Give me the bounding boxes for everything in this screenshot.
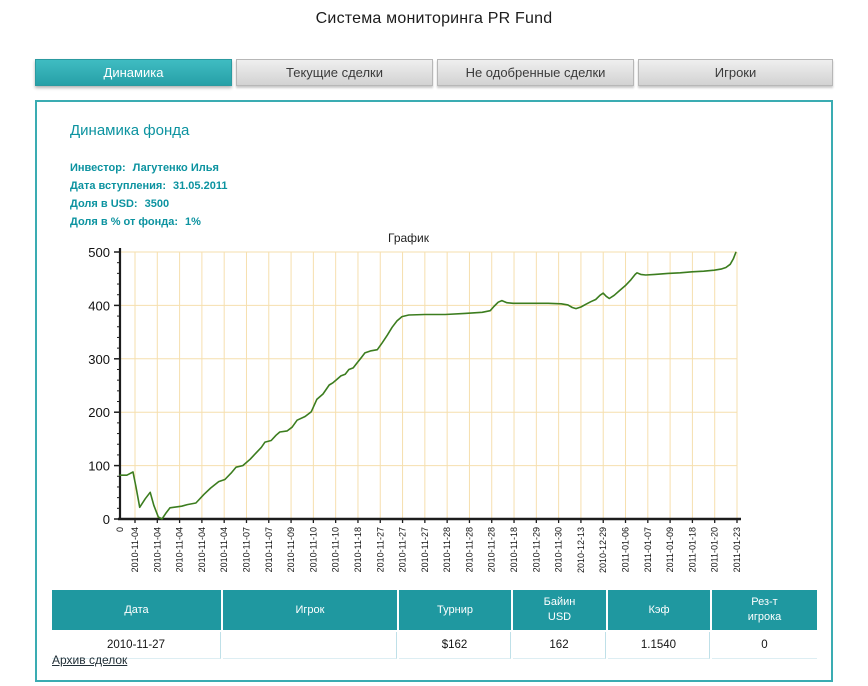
svg-text:2010-11-28: 2010-11-28: [464, 527, 474, 572]
svg-text:0: 0: [103, 512, 110, 527]
info-label: Дата вступления:: [70, 180, 166, 192]
info-value: 31.05.2011: [173, 180, 228, 192]
cell-date: 2010-11-27: [52, 632, 221, 659]
deals-table[interactable]: Дата Игрок Турнир Байин USD Кэф Рез-т иг…: [50, 588, 819, 661]
info-label: Доля в USD:: [70, 198, 138, 210]
info-line-investor: Инвестор: Лагутенко Илья: [70, 159, 227, 177]
col-header-date: Дата: [52, 590, 221, 630]
info-value: 1%: [185, 216, 201, 228]
cell-result: 0: [712, 632, 817, 659]
fund-dynamics-chart-svg: 2010-11-04 2010-11-04 2010-11-04 2010-11-04…: [88, 231, 742, 573]
svg-text:2010-11-28: 2010-11-28: [442, 527, 452, 572]
tab-dynamics[interactable]: Динамика: [35, 59, 232, 86]
svg-text:2010-11-18: 2010-11-18: [509, 527, 519, 572]
col-header-coef: Кэф: [608, 590, 710, 630]
tab-dynamics-label: Динамика: [103, 65, 164, 80]
svg-text:2010-11-27: 2010-11-27: [420, 527, 430, 572]
svg-text:2010-11-27: 2010-11-27: [375, 527, 385, 572]
svg-text:2010-12-13: 2010-12-13: [576, 527, 586, 573]
svg-text:2010-11-07: 2010-11-07: [264, 527, 274, 572]
svg-text:2010-11-28: 2010-11-28: [487, 527, 497, 572]
info-line-share-usd: Доля в USD: 3500: [70, 195, 227, 213]
fund-dynamics-chart: 2010-11-04 2010-11-04 2010-11-04 2010-11-04…: [60, 228, 780, 580]
svg-text:100: 100: [88, 459, 110, 474]
svg-text:2011-01-23: 2011-01-23: [732, 527, 742, 572]
svg-text:300: 300: [88, 352, 110, 367]
svg-text:400: 400: [88, 298, 110, 313]
col-header-buyin: Байин USD: [513, 590, 606, 630]
page-title: Система мониторинга PR Fund: [315, 10, 553, 27]
col-header-result: Рез-т игрока: [712, 590, 817, 630]
svg-text:График: График: [388, 231, 430, 245]
tab-players-label: Игроки: [714, 65, 757, 80]
svg-text:2011-01-18: 2011-01-18: [687, 527, 697, 572]
col-header-player: Игрок: [223, 590, 397, 630]
info-label: Инвестор:: [70, 162, 126, 174]
info-value: 3500: [144, 198, 170, 210]
investor-info: Инвестор: Лагутенко Илья Дата вступления:…: [70, 159, 227, 231]
svg-text:2010-12-29: 2010-12-29: [598, 527, 608, 573]
col-header-tournament: Турнир: [399, 590, 511, 630]
cell-player: [223, 632, 397, 659]
svg-text:2010-11-10: 2010-11-10: [308, 527, 318, 572]
tab-current-deals[interactable]: Текущие сделки: [236, 59, 433, 86]
svg-text:2010-11-09: 2010-11-09: [286, 527, 296, 572]
tab-players[interactable]: Игроки: [638, 59, 833, 86]
svg-text:2011-01-09: 2011-01-09: [665, 527, 675, 572]
info-line-share-percent: Доля в % от фонда: 1%: [70, 213, 227, 231]
svg-text:2010-11-04: 2010-11-04: [175, 527, 185, 572]
svg-text:2011-01-20: 2011-01-20: [710, 527, 720, 572]
svg-text:500: 500: [88, 245, 110, 260]
svg-text:2010-11-04: 2010-11-04: [152, 527, 162, 572]
svg-text:2010-11-18: 2010-11-18: [353, 527, 363, 572]
archive-deals-link[interactable]: Архив сделок: [52, 653, 128, 667]
info-value: Лагутенко Илья: [132, 162, 219, 174]
svg-text:2010-11-30: 2010-11-30: [554, 527, 564, 572]
svg-text:2010-11-04: 2010-11-04: [219, 527, 229, 572]
svg-text:2010-11-27: 2010-11-27: [398, 527, 408, 572]
tab-current-deals-label: Текущие сделки: [286, 65, 383, 80]
panel-heading: Динамика фонда: [70, 122, 190, 139]
svg-text:2010-11-04: 2010-11-04: [197, 527, 207, 572]
svg-text:2011-01-06: 2011-01-06: [621, 527, 631, 572]
cell-tournament: $162: [399, 632, 511, 659]
cell-coef: 1.1540: [608, 632, 710, 659]
cell-buyin: 162: [513, 632, 606, 659]
tab-unapproved-deals[interactable]: Не одобренные сделки: [437, 59, 634, 86]
svg-text:2010-11-29: 2010-11-29: [531, 527, 541, 572]
svg-text:200: 200: [88, 405, 110, 420]
table-header-row: Дата Игрок Турнир Байин USD Кэф Рез-т иг…: [52, 590, 817, 630]
dynamics-panel: Динамика фонда Инвестор: Лагутенко Илья Д…: [35, 100, 833, 682]
svg-text:2011-01-07: 2011-01-07: [643, 527, 653, 572]
table-row: 2010-11-27 $162 162 1.1540 0: [52, 632, 817, 659]
info-line-join-date: Дата вступления: 31.05.2011: [70, 177, 227, 195]
svg-text:2010-11-04: 2010-11-04: [130, 527, 140, 572]
svg-text:0: 0: [115, 527, 125, 532]
svg-text:2010-11-07: 2010-11-07: [241, 527, 251, 572]
info-label: Доля в % от фонда:: [70, 216, 179, 228]
tab-unapproved-deals-label: Не одобренные сделки: [465, 65, 606, 80]
svg-text:2010-11-10: 2010-11-10: [331, 527, 341, 572]
